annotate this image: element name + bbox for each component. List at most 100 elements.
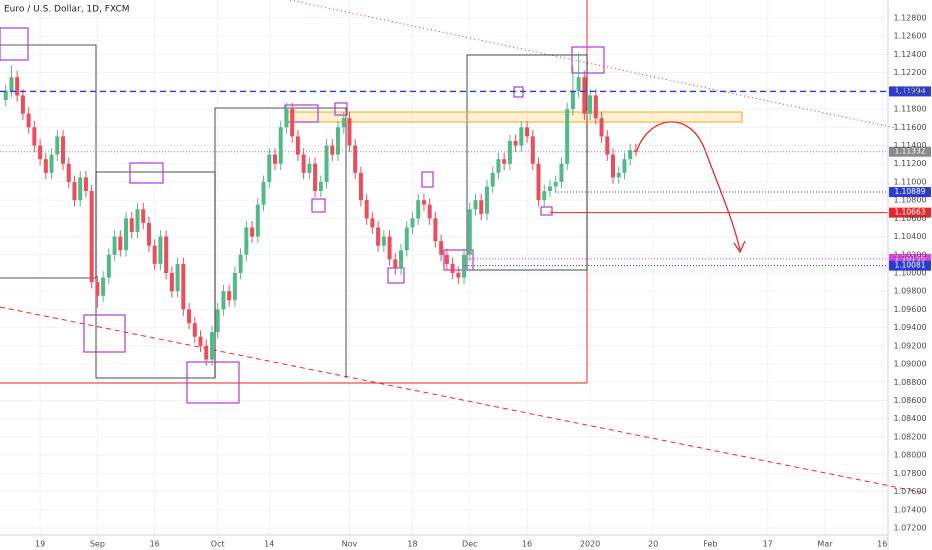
candle-body xyxy=(519,127,524,146)
candle-body xyxy=(261,181,266,205)
y-tick-label: 1.09800 xyxy=(893,287,926,296)
candle-body xyxy=(496,159,501,173)
candle-body xyxy=(513,140,518,146)
candle-body xyxy=(588,95,593,114)
candle-body xyxy=(364,200,369,219)
x-tick-label: Feb xyxy=(703,540,717,549)
candle-body xyxy=(490,172,495,187)
drawings xyxy=(0,0,926,494)
candle-body xyxy=(255,204,260,237)
trend-line xyxy=(289,0,897,129)
candle-body xyxy=(456,272,461,278)
candle-body xyxy=(278,127,283,164)
price-label-box xyxy=(889,146,931,157)
candle-body xyxy=(536,163,541,201)
x-tick-label: 17 xyxy=(763,540,773,549)
y-tick-label: 1.07800 xyxy=(893,469,926,478)
x-tick-label: Nov xyxy=(342,540,358,549)
candle-body xyxy=(330,145,335,155)
candle-body xyxy=(238,254,243,273)
candle-body xyxy=(336,127,341,155)
price-label: 1.10155 xyxy=(894,254,925,263)
x-tick-label: 19 xyxy=(35,540,45,549)
price-label: 1.10081 xyxy=(894,261,925,270)
chart-title: Euro / U.S. Dollar, 1D, FXCM xyxy=(4,5,130,15)
candle-body xyxy=(9,77,14,91)
candle-body xyxy=(416,200,421,219)
y-tick-label: 1.11400 xyxy=(893,141,926,150)
candle-body xyxy=(467,209,472,255)
candle-body xyxy=(124,218,129,251)
y-tick-label: 1.12000 xyxy=(893,86,926,95)
levels: 1.11994 1.11332 1.10889 1.10663 1.101551.100… xyxy=(0,86,931,271)
candle-body xyxy=(118,236,123,251)
candle-body xyxy=(570,90,575,110)
y-tick-label: 1.12200 xyxy=(893,68,926,77)
axes: 1.07200 1.07400 1.07600 1.07800 1.08000 1.082… xyxy=(35,14,927,549)
y-tick-label: 1.08400 xyxy=(893,414,926,423)
candle-body xyxy=(421,200,426,205)
candle-body xyxy=(272,154,277,164)
candle-body xyxy=(152,245,157,264)
candle-body xyxy=(553,181,558,187)
candle-body xyxy=(502,159,507,164)
candle-body xyxy=(622,159,627,173)
candle-body xyxy=(32,127,37,146)
candle-body xyxy=(169,272,174,292)
highlight-box xyxy=(311,198,326,213)
candle-body xyxy=(530,136,535,164)
x-tick-label: Dec xyxy=(462,540,477,549)
candle-body xyxy=(112,236,117,255)
candle-body xyxy=(55,136,60,155)
candle-body xyxy=(198,336,203,346)
price-label-box xyxy=(889,86,931,97)
candle-body xyxy=(20,95,25,114)
x-tick-label: 14 xyxy=(264,540,274,549)
candle-body xyxy=(439,241,444,255)
candle-body xyxy=(611,154,616,178)
candle-body xyxy=(78,177,83,201)
range-box xyxy=(214,107,347,378)
y-tick-label: 1.09400 xyxy=(893,323,926,332)
candle-body xyxy=(399,250,404,269)
candle-body xyxy=(215,309,220,333)
candle-body xyxy=(290,109,295,137)
candle-body xyxy=(129,218,134,233)
y-tick-label: 1.11800 xyxy=(893,105,926,114)
candle-body xyxy=(576,77,581,91)
candle-body xyxy=(209,332,214,360)
range-box xyxy=(0,44,97,279)
candle-body xyxy=(301,154,306,173)
candle-body xyxy=(204,345,209,360)
y-tick-label: 1.10200 xyxy=(893,250,926,259)
candle-body xyxy=(393,259,398,269)
candle-body xyxy=(542,191,547,201)
candle-body xyxy=(38,145,43,160)
x-tick-label: 16 xyxy=(522,540,532,549)
candle-body xyxy=(106,254,111,278)
trend-line xyxy=(0,306,926,494)
price-label: 1.11332 xyxy=(894,147,925,156)
candle-body xyxy=(295,136,300,155)
y-tick-label: 1.12600 xyxy=(893,32,926,41)
candle-body xyxy=(599,118,604,137)
candle-body xyxy=(370,218,375,228)
candle-body xyxy=(158,236,163,264)
y-tick-label: 1.08000 xyxy=(893,451,926,460)
candle-body xyxy=(628,150,633,160)
grid xyxy=(0,0,888,535)
candle-body xyxy=(221,291,226,310)
candle-body xyxy=(353,145,358,173)
candle-body xyxy=(450,263,455,273)
candles xyxy=(3,52,638,366)
candle-body xyxy=(72,181,77,201)
candle-body xyxy=(164,236,169,273)
highlight-box xyxy=(571,46,605,74)
candle-body xyxy=(89,191,94,283)
highlight-box xyxy=(540,206,553,216)
candle-body xyxy=(387,236,392,260)
y-tick-label: 1.11000 xyxy=(893,177,926,186)
candle-body xyxy=(404,227,409,251)
candle-body xyxy=(61,136,66,164)
